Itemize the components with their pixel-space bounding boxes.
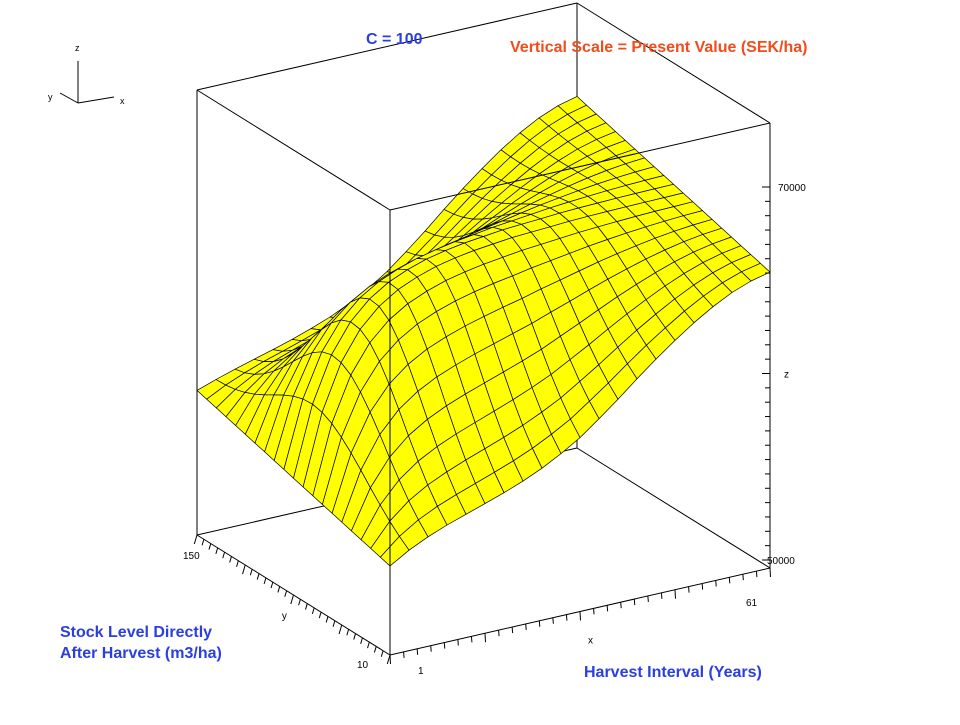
x-tick-mark bbox=[688, 586, 690, 593]
x-tick-mark bbox=[430, 645, 432, 652]
y-tick-mark bbox=[305, 603, 308, 610]
box-edge-back-top-a bbox=[196, 2, 578, 91]
x-tick-mark bbox=[552, 617, 554, 624]
x-tick-mark bbox=[633, 599, 636, 606]
x-tick-mark bbox=[715, 580, 717, 587]
y-tick-mark bbox=[367, 641, 370, 649]
y-tick-mark bbox=[208, 543, 212, 550]
x-tick-mark bbox=[647, 595, 649, 603]
x-tick-mark bbox=[579, 611, 581, 621]
orient-z-letter: z bbox=[75, 43, 80, 53]
x-tick-mark bbox=[525, 623, 527, 630]
y-tick-label-max: 150 bbox=[183, 551, 200, 562]
x-tick-mark bbox=[728, 577, 731, 584]
y-tick-mark bbox=[373, 646, 377, 653]
x-tick-mark bbox=[443, 642, 446, 649]
x-tick-mark bbox=[457, 639, 459, 646]
box-edge-back-bottom-x bbox=[576, 447, 771, 569]
box-edge-front-top-x bbox=[389, 122, 771, 211]
y-tick-mark bbox=[332, 620, 336, 627]
orientation-indicator: z x y bbox=[48, 43, 125, 106]
y-tick-mark bbox=[270, 581, 274, 589]
box-edge-back-top-b bbox=[576, 2, 771, 124]
y-axis-letter: y bbox=[282, 611, 287, 622]
y-tick-mark bbox=[298, 599, 301, 606]
x-tick-mark bbox=[755, 571, 758, 578]
x-tick-mark bbox=[538, 620, 541, 627]
chart-subtitle: Vertical Scale = Present Value (SEK/ha) bbox=[510, 39, 808, 56]
y-tick-mark bbox=[346, 629, 350, 636]
x-tick-mark bbox=[389, 654, 391, 665]
y-tick-mark bbox=[338, 624, 343, 635]
y-tick-mark bbox=[236, 560, 239, 567]
y-tick-mark bbox=[290, 594, 294, 605]
y-axis-title-line2: After Harvest (m3/ha) bbox=[60, 645, 222, 662]
y-tick-mark bbox=[380, 650, 384, 657]
y-tick-mark bbox=[215, 547, 219, 555]
chart-title: C = 100 bbox=[366, 31, 423, 48]
x-tick-label-max: 61 bbox=[746, 598, 758, 609]
y-tick-mark bbox=[193, 534, 198, 545]
x-tick-mark bbox=[701, 583, 704, 590]
x-tick-mark bbox=[470, 636, 473, 643]
x-tick-label-min: 1 bbox=[418, 666, 424, 677]
orient-x-line bbox=[77, 96, 115, 104]
x-tick-mark bbox=[403, 651, 405, 658]
surface-mesh bbox=[196, 96, 771, 567]
y-tick-mark bbox=[325, 616, 329, 623]
y-tick-mark bbox=[242, 564, 246, 575]
box-edge-front-top-y bbox=[196, 89, 391, 211]
x-axis-title: Harvest Interval (Years) bbox=[584, 664, 762, 681]
x-tick-mark bbox=[416, 648, 419, 655]
x-tick-mark bbox=[674, 589, 676, 599]
y-tick-mark bbox=[229, 556, 232, 563]
orient-y-line bbox=[59, 92, 79, 104]
y-tick-mark bbox=[360, 637, 363, 645]
y-tick-mark bbox=[318, 611, 322, 619]
x-tick-mark bbox=[484, 633, 486, 643]
z-axis-letter: z bbox=[784, 370, 789, 381]
y-tick-mark bbox=[249, 569, 253, 576]
y-axis-title-line1: Stock Level Directly bbox=[60, 624, 213, 641]
x-tick-mark bbox=[742, 574, 744, 581]
z-tick-label-min: 50000 bbox=[767, 556, 795, 567]
z-tick-label-max: 70000 bbox=[778, 183, 806, 194]
y-tick-mark bbox=[277, 586, 281, 593]
x-tick-mark bbox=[498, 630, 500, 637]
orient-y-letter: y bbox=[48, 92, 53, 102]
y-tick-mark bbox=[201, 539, 205, 546]
x-axis-letter: x bbox=[588, 636, 593, 647]
y-tick-mark bbox=[284, 590, 288, 597]
surface-patch bbox=[380, 536, 410, 567]
y-tick-mark bbox=[311, 607, 315, 615]
y-tick-mark bbox=[353, 633, 357, 640]
y-tick-mark bbox=[222, 551, 226, 559]
axis-ticks: 1 61 x 10 150 y 70000 50000 z bbox=[183, 183, 806, 677]
x-tick-mark bbox=[511, 626, 514, 634]
y-tick-mark bbox=[256, 573, 260, 580]
x-tick-mark bbox=[660, 592, 663, 599]
x-tick-mark bbox=[769, 567, 771, 578]
x-tick-mark bbox=[620, 602, 622, 609]
x-tick-mark bbox=[606, 605, 609, 612]
x-tick-mark bbox=[593, 608, 595, 615]
orient-x-letter: x bbox=[120, 96, 125, 106]
y-tick-mark bbox=[263, 577, 267, 585]
x-tick-mark bbox=[565, 614, 568, 621]
y-tick-label-min: 10 bbox=[357, 660, 369, 671]
y-tick-mark bbox=[386, 654, 391, 665]
